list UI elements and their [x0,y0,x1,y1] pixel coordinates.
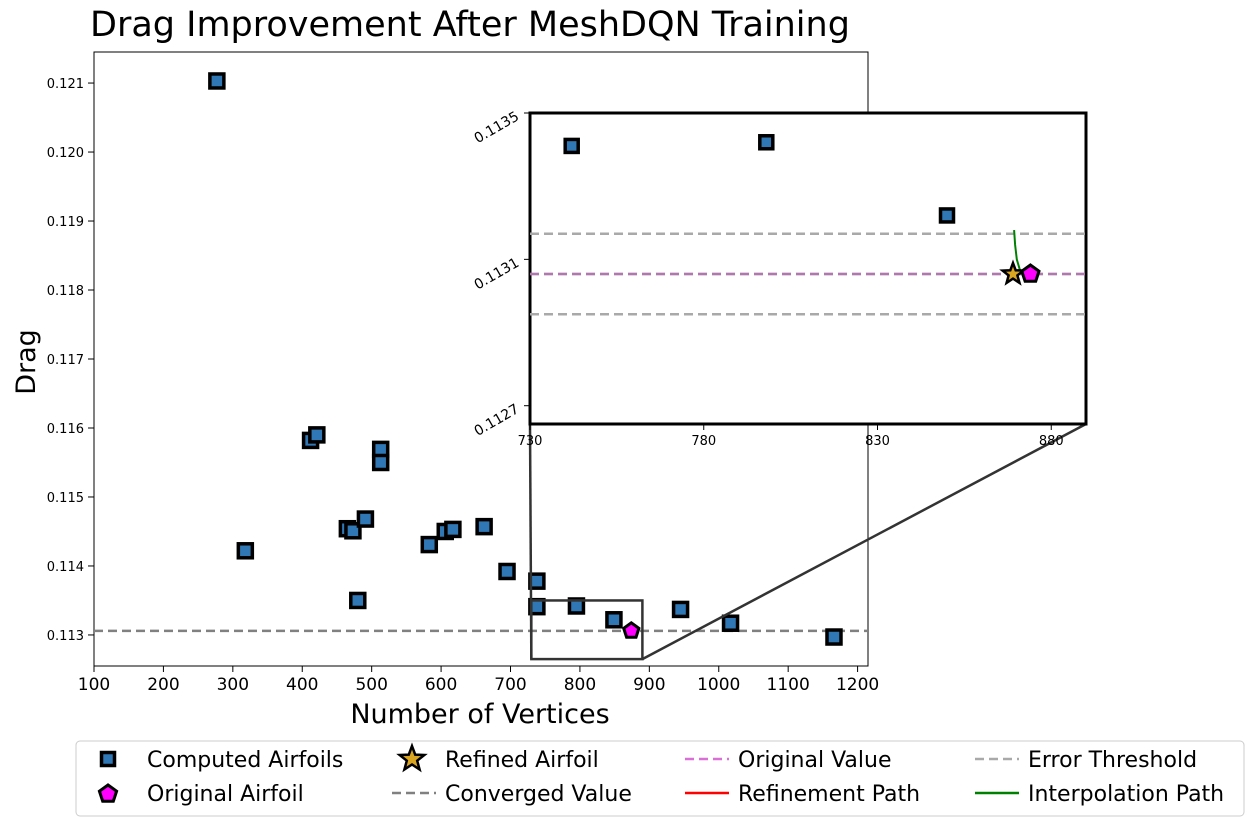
chart-title: Drag Improvement After MeshDQN Training [90,5,850,45]
inset-y-tick-label: 0.1127 [472,401,522,439]
legend-label: Refined Airfoil [445,748,599,773]
y-tick-label: 0.114 [47,560,84,575]
legend-frame [75,740,1245,817]
legend-label: Computed Airfoils [147,748,343,773]
legend-star-marker [396,742,428,773]
computed-airfoil-point [475,517,493,536]
legend-label: Original Value [738,748,892,773]
x-tick-label: 200 [147,675,179,695]
y-tick-label: 0.120 [47,146,84,161]
inset-computed-airfoil-point [938,207,956,224]
x-tick-label: 800 [564,675,596,695]
x-tick-label: 500 [355,675,387,695]
computed-airfoil-point [605,611,623,629]
x-tick-label: 900 [633,675,665,695]
inset-x-tick-label: 880 [1039,434,1064,449]
inset-y-tick-label: 0.1131 [472,255,522,293]
y-axis-label: Drag [11,329,42,395]
legend: Computed Airfoils Original Airfoil Refined… [75,740,1245,817]
x-tick-label: 100 [78,675,110,695]
computed-airfoil-point [371,453,390,472]
legend-label: Error Threshold [1028,748,1197,773]
computed-airfoil-point [344,522,362,540]
x-tick-label: 1000 [697,675,740,695]
y-tick-label: 0.116 [47,422,84,437]
x-tick-label: 1200 [836,675,879,695]
x-tick-label: 700 [494,675,526,695]
computed-airfoil-point [498,562,516,581]
x-tick-label: 400 [286,675,318,695]
x-tick-label: 600 [425,675,457,695]
inset-x-tick-label: 730 [518,434,543,449]
y-tick-label: 0.117 [47,353,84,368]
y-tick-label: 0.115 [47,491,84,506]
y-tick-label: 0.118 [47,284,84,299]
computed-airfoil-point [349,591,367,610]
computed-airfoil-point [567,597,586,615]
legend-pentagon-marker [97,783,119,803]
computed-airfoil-point [308,426,326,444]
inset-frame [528,111,1088,426]
computed-airfoil-point [236,542,255,560]
computed-airfoil-point [825,628,843,646]
x-tick-label: 300 [217,675,249,695]
computed-airfoil-point [356,510,375,528]
computed-airfoil-point [444,520,462,539]
x-axis-label: Number of Vertices [350,699,609,730]
legend-square-marker [99,750,117,768]
inset-original-airfoil-point [1020,263,1041,283]
zoom-connector-right [641,422,1087,661]
y-tick-label: 0.121 [47,77,84,92]
x-tick-label: 1100 [767,675,810,695]
inset-y-tick-label: 0.1135 [472,109,522,147]
computed-airfoil-point [671,600,690,619]
zoom-connector-left [528,423,533,660]
y-tick-label: 0.119 [47,215,84,230]
legend-label: Converged Value [445,782,632,807]
legend-label: Interpolation Path [1028,782,1224,807]
inset-x-tick-label: 780 [691,434,716,449]
legend-label: Refinement Path [738,782,920,807]
legend-label: Original Airfoil [147,782,304,807]
original-airfoil-point [621,620,641,639]
inset-computed-airfoil-point [758,134,775,151]
inset-computed-airfoil-point [563,137,580,155]
inset-x-tick-label: 830 [865,434,890,449]
y-tick-label: 0.113 [47,629,84,644]
computed-airfoil-point [721,614,740,632]
computed-airfoil-point [208,72,226,90]
computed-airfoil-point [420,535,439,554]
inset-axes: 730 780 830 880 0.1127 0.1131 0.1135 [472,109,1088,449]
